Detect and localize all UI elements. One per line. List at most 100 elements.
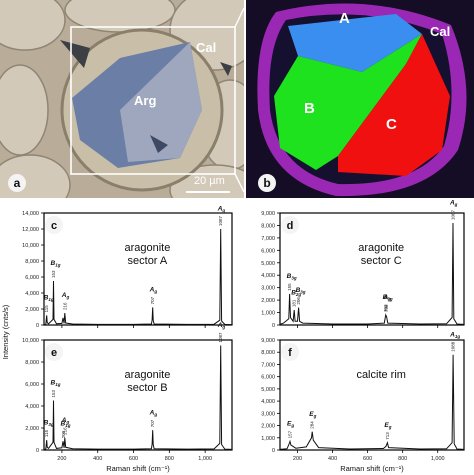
peak-value-label: 713 [385,432,390,440]
peak-value-label: 115 [44,429,49,437]
peak-mode-label: B1g [44,295,54,303]
peak-mode-label: Ag [383,294,392,302]
y-tick-label: 8,000 [261,350,275,356]
peak-value-label: 209 [61,430,66,438]
panel-letter-circle [45,216,63,234]
panel-annotation: aragonite [358,242,404,254]
peak-mode-label: B3g [287,273,297,281]
y-tick-label: 14,000 [22,211,39,217]
peak-value-label: 216 [62,302,67,310]
peak-mode-label: B1g [61,420,71,428]
peak-value-label: 115 [44,305,49,313]
peak-value-label: 1087 [451,209,456,220]
chart-frame-f [279,339,465,451]
peak-value-label: 1088 [451,341,456,352]
cal-label-map: Cal [430,24,451,39]
y-tick-label: 0 [272,448,275,454]
peak-value-label: 703 [383,304,388,312]
panel-letter-e: e [51,347,57,359]
y-tick-label: 7,000 [261,236,275,242]
peak-mode-label: B1g [50,260,60,268]
y-tick-label: 0 [36,323,39,329]
peak-mode-label: Eg [287,421,294,429]
peak-value-label: 153 [51,389,56,397]
y-tick-label: 3,000 [261,411,275,417]
panel-annotation: sector A [128,255,168,267]
peak-mode-label: Ag [149,287,158,295]
peak-mode-label: Ag [449,200,458,208]
y-tick-label: 6,000 [261,375,275,381]
peak-mode-label: Ag [149,409,158,417]
y-tick-label: 4,000 [25,404,39,410]
sector-c-label: C [386,116,397,133]
peak-mode-label: Eg [384,422,391,430]
panel-annotation: sector B [127,382,167,394]
y-tick-label: 3,000 [261,286,275,292]
panel-annotation: aragonite [124,369,170,381]
spectrum-line-f [279,354,465,450]
y-tick-label: 5,000 [261,261,275,267]
y-tick-label: 10,000 [22,243,39,249]
peak-mode-label: A1g [449,331,460,339]
y-tick-label: 8,000 [25,360,39,366]
y-tick-label: 4,000 [25,291,39,297]
peak-value-label: 1087 [218,332,223,343]
x-tick-label: 400 [328,456,337,462]
panel-annotation: sector C [361,255,402,267]
peak-value-label: 708 [384,304,389,312]
y-tick-label: 7,000 [261,362,275,368]
panel-letter-circle [281,343,299,361]
y-tick-label: 9,000 [261,211,275,217]
y-axis-title: Intensity (cnts/s) [1,304,10,359]
panel-letter-circle [45,343,63,361]
peak-value-label: 707 [150,296,155,304]
y-tick-label: 10,000 [22,338,39,344]
x-tick-label: 1,000 [431,456,445,462]
sector-b-label: B [304,100,315,117]
chart-frame-c [43,212,233,326]
y-tick-label: 4,000 [261,273,275,279]
optical-micrograph-image [0,0,244,198]
x-axis-title-left: Raman shift (cm⁻¹) [106,464,170,473]
panel-letter-d: d [287,220,294,232]
optical-micrograph-panel: Cal Arg 20 µm a [0,0,244,198]
panel-letter-a: a [8,174,26,192]
peak-value-label: 153 [51,270,56,278]
y-tick-label: 0 [272,323,275,329]
peak-mode-label: B1g [50,380,60,388]
y-tick-label: 0 [36,448,39,454]
peak-mode-label: Ag [217,206,226,214]
y-tick-label: 2,000 [261,298,275,304]
raman-map-panel: A B C Cal b [246,0,474,198]
x-tick-label: 200 [57,456,66,462]
peak-mode-label: B2g [291,289,301,297]
panel-annotation: aragonite [124,242,170,254]
panel-letter-c: c [51,220,57,232]
y-tick-label: 8,000 [261,223,275,229]
peak-mode-label: Eg [309,411,316,419]
x-tick-label: 800 [165,456,174,462]
cal-label-optical: Cal [196,40,217,55]
peak-value-label: 181 [292,299,297,307]
scale-bar-label: 20 µm [194,175,225,187]
panel-letter-f: f [288,347,292,359]
peak-value-label: 707 [150,419,155,427]
spectrum-line-d [279,222,465,325]
x-tick-label: 200 [293,456,302,462]
x-axis-title-right: Raman shift (cm⁻¹) [340,464,404,473]
peak-value-label: 155 [287,283,292,291]
sector-a-label: A [339,10,350,27]
panel-annotation: calcite rim [356,369,406,381]
x-tick-label: 600 [129,456,138,462]
chart-frame-d [279,212,465,326]
x-tick-label: 400 [93,456,102,462]
panel-letter-b: b [258,174,276,192]
chart-frame-e [43,339,233,451]
peak-value-label: 216 [62,427,67,435]
y-tick-label: 9,000 [261,338,275,344]
peak-mode-label: Ag [61,292,70,300]
spectrum-line-e [43,345,233,450]
y-tick-label: 2,000 [25,426,39,432]
y-tick-label: 6,000 [25,275,39,281]
arg-label-optical: Arg [134,93,157,108]
